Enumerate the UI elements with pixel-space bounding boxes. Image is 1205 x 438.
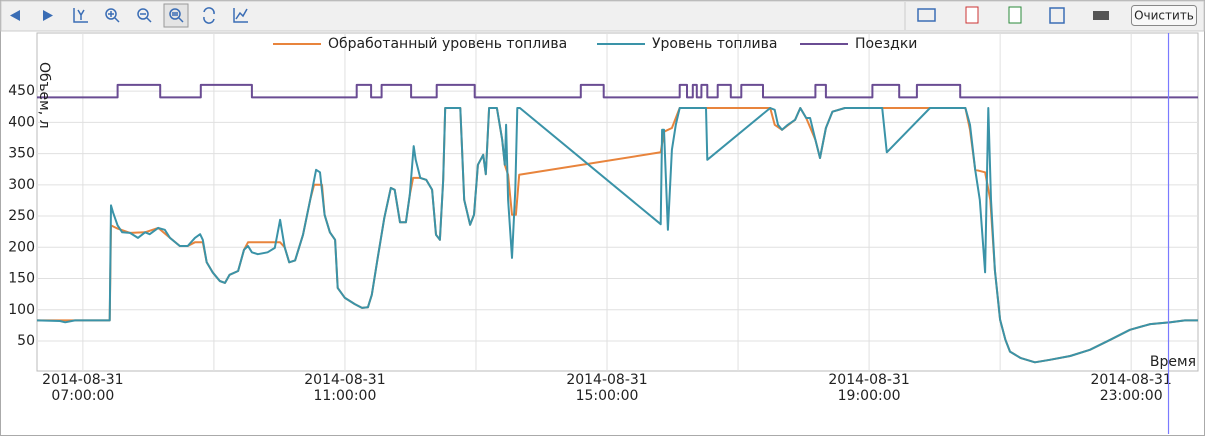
series-line (36, 107, 1198, 364)
x-tick-label-line: 07:00:00 (51, 388, 114, 404)
y-tick-label: 350 (8, 146, 35, 162)
refresh-button[interactable] (203, 7, 215, 24)
clear-button[interactable] (1131, 5, 1197, 26)
zoom-out-button[interactable] (137, 8, 152, 23)
back-button[interactable] (10, 10, 20, 21)
table-button[interactable] (917, 8, 936, 22)
x-tick-label-line: 23:00:00 (1100, 388, 1163, 404)
x-tick-label-line: 2014-08-31 (566, 372, 647, 388)
x-tick-label: 2014-08-31 11:00:00 (304, 372, 385, 404)
legend-label: Уровень топлива (652, 36, 777, 52)
plot-area (36, 32, 1199, 372)
y-tick-label: 150 (8, 271, 35, 287)
x-tick-label-line: 11:00:00 (313, 388, 376, 404)
excel-button[interactable] (1008, 6, 1022, 24)
x-tick-label: 2014-08-31 23:00:00 (1090, 372, 1171, 404)
print-button[interactable] (1093, 11, 1109, 20)
y-tick-label: 100 (8, 302, 35, 318)
legend-label: Обработанный уровень топлива (328, 36, 567, 52)
forward-button[interactable] (43, 10, 53, 21)
pdf-button[interactable] (965, 6, 979, 24)
export-button[interactable] (1049, 7, 1065, 24)
toolbar-icons: Очистить (10, 2, 1197, 30)
x-tick-label: 2014-08-31 07:00:00 (42, 372, 123, 404)
y-tick-label: 450 (8, 83, 35, 99)
x-axis-label: Время (1150, 354, 1196, 370)
x-tick-label: 2014-08-31 15:00:00 (566, 372, 647, 404)
y-tick-label: 50 (17, 333, 35, 349)
x-tick-label-line: 2014-08-31 (828, 372, 909, 388)
x-tick-label-line: 2014-08-31 (304, 372, 385, 388)
x-tick-label-line: 2014-08-31 (1090, 372, 1171, 388)
y-tick-label: 400 (8, 114, 35, 130)
legend-label: Поездки (855, 36, 917, 52)
x-tick-label-line: 2014-08-31 (42, 372, 123, 388)
y-zoom-button[interactable] (73, 8, 88, 23)
chart-type-button[interactable] (233, 8, 248, 23)
series-line (37, 83, 1198, 99)
x-tick-label-line: 19:00:00 (838, 388, 901, 404)
y-tick-label: 300 (8, 177, 35, 193)
y-tick-label: 200 (8, 239, 35, 255)
clear-button-label[interactable]: Очистить (1134, 9, 1194, 23)
y-axis-label: Объем, л (36, 62, 52, 129)
x-tick-label-line: 15:00:00 (576, 388, 639, 404)
toolbar (0, 0, 1205, 32)
zoom-in-button[interactable] (105, 8, 120, 23)
x-tick-label: 2014-08-31 19:00:00 (828, 372, 909, 404)
y-tick-label: 250 (8, 208, 35, 224)
